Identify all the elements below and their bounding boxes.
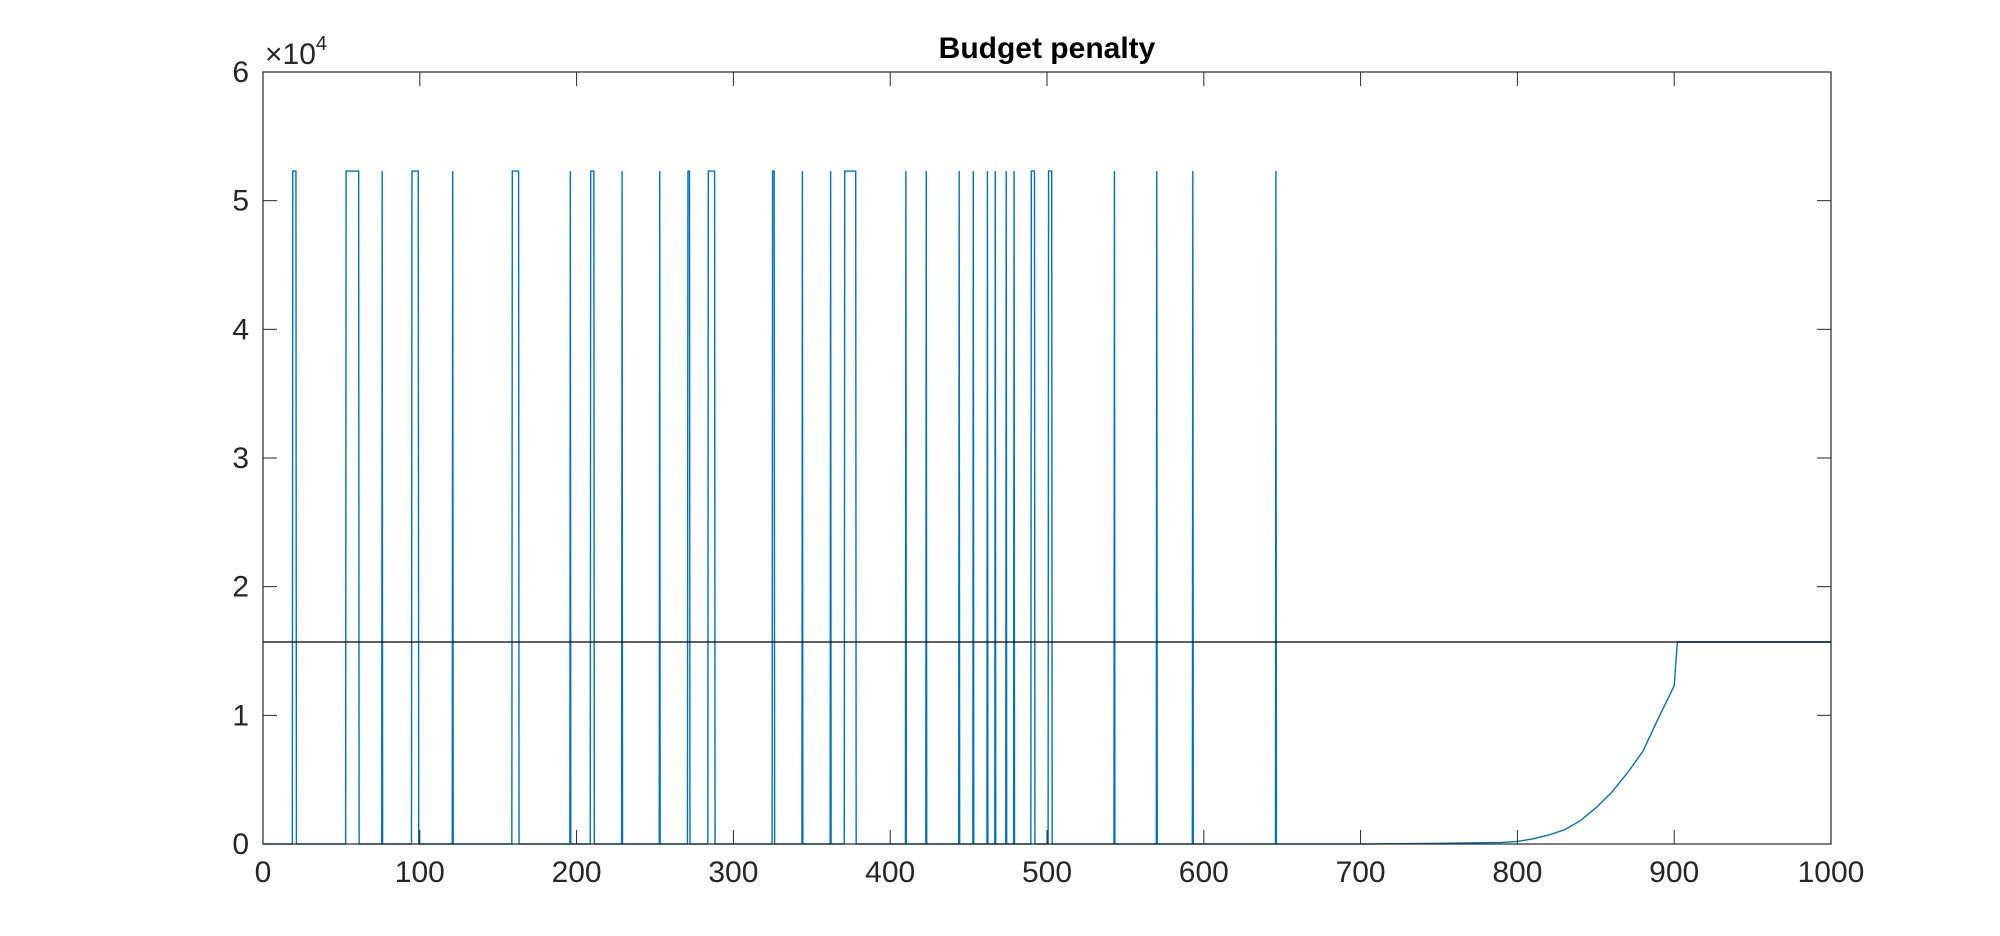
x-tick-label: 400 [865,856,915,889]
y-exponent-base: ×10 [265,38,316,71]
y-tick-label: 2 [232,571,249,604]
x-tick-label: 100 [395,856,445,889]
y-exponent-power: 4 [316,33,327,55]
y-tick-label: 3 [232,442,249,475]
y-tick-label: 4 [232,313,249,346]
x-tick-label: 1000 [1798,856,1865,889]
axes-box [262,71,1832,845]
x-tick-label: 800 [1492,856,1542,889]
axes-background [263,72,1831,844]
x-tick-label: 0 [255,856,272,889]
y-tick-label: 6 [232,56,249,89]
y-tick-label: 5 [232,185,249,218]
y-tick-label: 0 [232,828,249,861]
x-tick-label: 200 [552,856,602,889]
y-exponent-label: ×104 [265,33,327,71]
chart-title: Budget penalty [939,32,1156,65]
x-tick-label: 500 [1022,856,1072,889]
x-tick-label: 900 [1649,856,1699,889]
x-tick-label: 300 [708,856,758,889]
tick-labels-layer: 0 100 200 300 400 500 600 700 800 900 1000 0 1 2 3 4 5 6 [232,56,1864,889]
y-tick-label: 1 [232,699,249,732]
x-tick-label: 700 [1336,856,1386,889]
x-tick-label: 600 [1179,856,1229,889]
